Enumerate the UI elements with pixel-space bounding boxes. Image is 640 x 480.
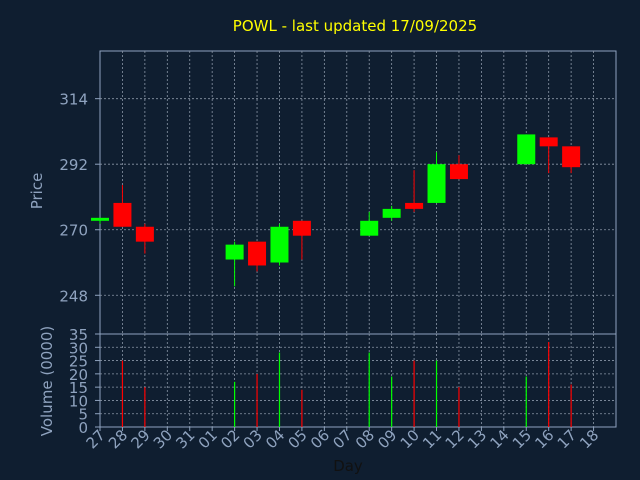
price-panel-frame (99, 50, 617, 335)
candle-body (292, 220, 311, 236)
volume-tick-label: 30 (69, 339, 88, 357)
candle-body (248, 241, 267, 266)
volume-tick-label: 20 (69, 366, 88, 384)
candle-body (405, 202, 424, 209)
volume-tick-label: 15 (69, 379, 88, 397)
volume-axis-label: Volume (0000) (38, 326, 56, 436)
volume-tick-label: 5 (78, 406, 88, 424)
price-tick-label: 292 (59, 156, 88, 174)
chart-title: POWL - last updated 17/09/2025 (233, 17, 477, 35)
candle-body (562, 146, 581, 168)
volume-tick-label: 35 (69, 326, 88, 344)
volume-tick-label: 10 (69, 392, 88, 410)
candle-body (539, 137, 558, 147)
day-tick-label: 18 (576, 426, 602, 452)
volume-tick-label: 25 (69, 353, 88, 371)
volume-panel-frame (99, 333, 617, 428)
day-axis-label: Day (333, 457, 363, 475)
candle-body (360, 220, 379, 236)
price-axis-label: Price (28, 173, 46, 210)
candle-body (225, 244, 244, 260)
price-tick-label: 270 (59, 222, 88, 240)
candle-body (135, 226, 154, 242)
candle-body (270, 226, 289, 263)
candle-body (449, 164, 468, 180)
candle-body (427, 164, 446, 203)
candle-body (91, 217, 109, 221)
price-tick-label: 314 (59, 91, 88, 109)
candle-body (517, 134, 536, 165)
price-tick-label: 248 (59, 287, 88, 305)
volume-tick-label: 0 (78, 419, 88, 437)
candle-body (382, 208, 401, 218)
candle-body (113, 202, 132, 227)
